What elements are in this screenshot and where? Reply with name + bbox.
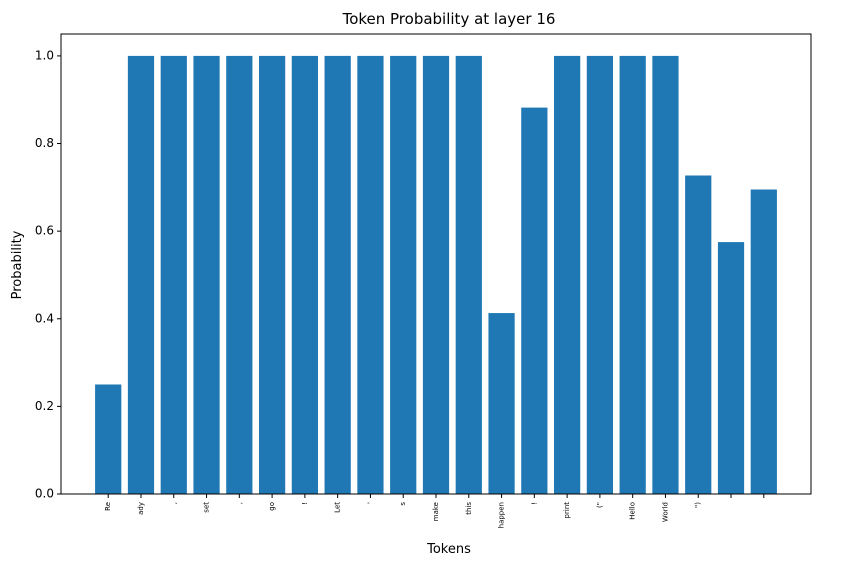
bar-6 (291, 55, 318, 495)
bar-1 (127, 55, 155, 495)
bar-12 (488, 313, 515, 494)
y-axis: 0.0 0.2 0.4 0.6 0.8 1.0 (35, 48, 61, 501)
y-tick-label-0: 0.0 (35, 487, 54, 501)
x-tick-label-3: set (203, 502, 211, 513)
bar-0 (95, 384, 122, 494)
bar-4 (226, 55, 253, 495)
y-tick-label-4: 0.8 (35, 136, 54, 150)
x-axis-label: Tokens (426, 542, 471, 557)
y-axis-label: Probability (10, 230, 25, 299)
x-tick-label-6: ! (301, 502, 309, 505)
x-tick-label-17: World (661, 502, 669, 522)
bar-2 (160, 55, 187, 495)
bar-20 (750, 189, 777, 494)
x-tick-label-15: (" (596, 502, 604, 508)
x-tick-label-16: Hello (629, 502, 637, 520)
x-tick-label-10: make (432, 502, 440, 521)
bar-10 (422, 55, 450, 495)
bar-15 (586, 55, 614, 495)
bar-8 (357, 55, 384, 495)
x-tick-label-5: go (268, 502, 276, 511)
x-tick-label-0: Re (104, 502, 112, 511)
x-tick-label-2: , (170, 502, 178, 504)
y-tick-label-5: 1.0 (35, 48, 54, 62)
y-tick-label-1: 0.2 (35, 399, 54, 413)
plot-frame (60, 33, 812, 495)
bar-9 (390, 55, 417, 495)
x-tick-label-7: Let (334, 502, 342, 513)
x-tick-label-18: ") (694, 502, 702, 508)
bar-13 (521, 107, 548, 494)
x-tick-label-12: happen (498, 502, 506, 528)
x-tick-label-14: print (563, 502, 571, 519)
chart-title: Token Probability at layer 16 (342, 10, 556, 28)
y-tick-label-3: 0.6 (35, 224, 54, 238)
bars-group (95, 55, 777, 495)
bar-14 (554, 55, 581, 495)
x-tick-label-9: s (399, 502, 407, 506)
bar-16 (619, 55, 646, 495)
bar-17 (652, 55, 679, 495)
x-tick-label-8: ' (366, 502, 374, 504)
bar-3 (193, 55, 220, 495)
x-axis: Re ady, set, go! Let ' s make this happen! print ("… (104, 494, 765, 528)
bar-11 (455, 55, 482, 495)
y-tick-label-2: 0.4 (35, 311, 54, 325)
x-tick-label-4: , (235, 502, 243, 504)
x-tick-label-13: ! (530, 502, 538, 505)
bar-7 (324, 55, 351, 495)
bar-19 (717, 242, 745, 494)
bar-5 (258, 55, 286, 495)
x-tick-label-11: this (465, 502, 473, 515)
x-tick-label-1: ady (137, 502, 145, 515)
bar-18 (685, 175, 712, 494)
